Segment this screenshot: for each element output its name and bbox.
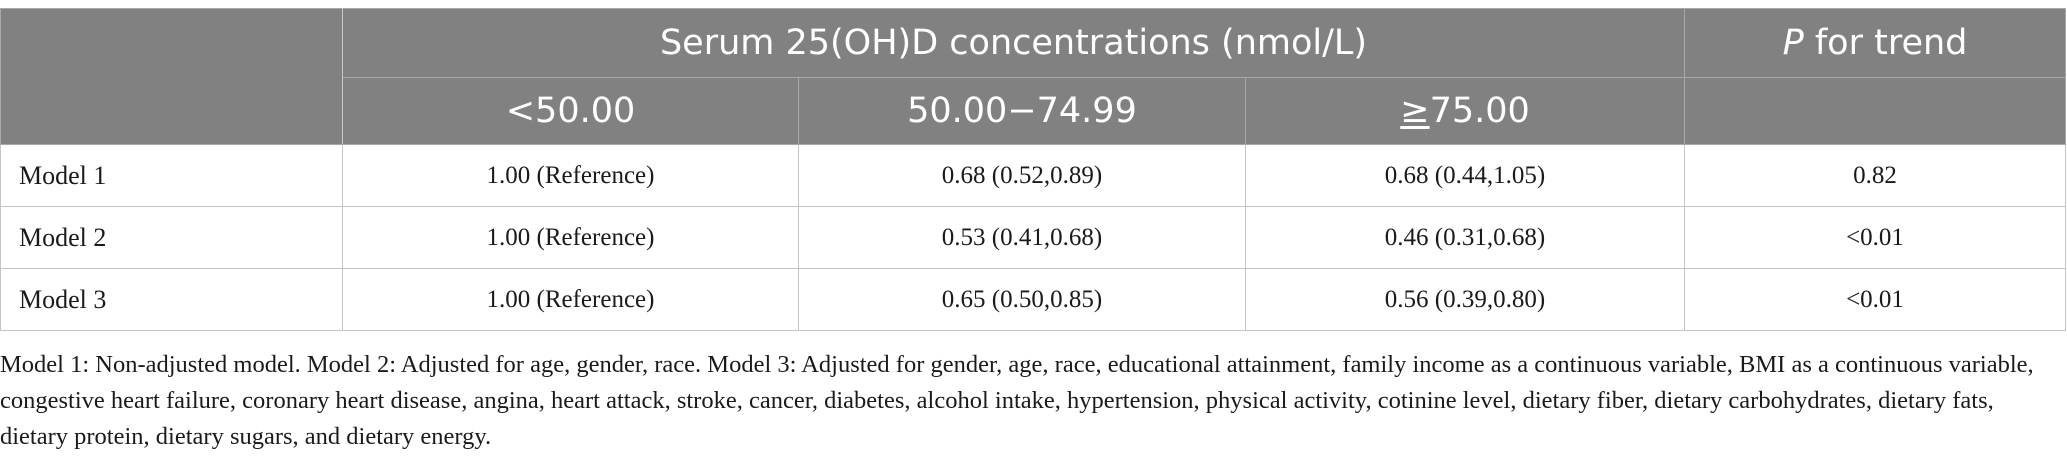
header-col-50-75-label: 50.00−74.99 [907,91,1137,131]
row-label: Model 1 [0,144,343,207]
header-row-1: Serum 25(OH)D concentrations (nmol/L) P … [0,8,2067,145]
header-col-lt50: <50.00 [342,77,799,145]
cell-p-trend: <0.01 [1684,268,2067,331]
header-col-ge75-value: 75.00 [1429,91,1530,131]
table-body: Model 1 1.00 (Reference) 0.68 (0.52,0.89… [0,144,2067,331]
header-group-label: Serum 25(OH)D concentrations (nmol/L) [659,23,1368,63]
header-row-2: <50.00 50.00−74.99 ≥75.00 [1,77,2067,145]
header-col-50-75: 50.00−74.99 [798,77,1246,145]
cell-50-75: 0.53 (0.41,0.68) [798,206,1246,269]
header-p-trend-spacer [1684,77,2067,145]
row-label: Model 3 [0,268,343,331]
cell-ge75: 0.56 (0.39,0.80) [1244,268,1686,331]
cell-p-trend: 0.82 [1684,144,2067,207]
results-table: Serum 25(OH)D concentrations (nmol/L) P … [0,8,2067,331]
header-col-lt50-label: <50.00 [505,91,636,131]
header-col-ge75-symbol: ≥ [1400,91,1430,131]
header-p-rest: for trend [1803,23,1968,63]
header-empty-cell [0,8,343,145]
cell-50-75: 0.68 (0.52,0.89) [798,144,1246,207]
table-row: Model 3 1.00 (Reference) 0.65 (0.50,0.85… [0,268,2067,331]
header-p-trend: P for trend [1684,8,2067,78]
table-row: Model 2 1.00 (Reference) 0.53 (0.41,0.68… [0,206,2067,269]
table-header: Serum 25(OH)D concentrations (nmol/L) P … [0,8,2067,145]
cell-ge75: 0.46 (0.31,0.68) [1244,206,1686,269]
row-label: Model 2 [0,206,343,269]
cell-lt50: 1.00 (Reference) [342,144,799,207]
cell-ge75: 0.68 (0.44,1.05) [1244,144,1686,207]
table-footnote: Model 1: Non-adjusted model. Model 2: Ad… [0,351,2034,450]
results-table-container: Serum 25(OH)D concentrations (nmol/L) P … [0,8,2067,331]
cell-lt50: 1.00 (Reference) [342,206,799,269]
cell-lt50: 1.00 (Reference) [342,268,799,331]
table-row: Model 1 1.00 (Reference) 0.68 (0.52,0.89… [0,144,2067,207]
cell-50-75: 0.65 (0.50,0.85) [798,268,1246,331]
header-p-italic: P [1782,23,1804,63]
header-col-ge75: ≥75.00 [1244,77,1686,145]
cell-p-trend: <0.01 [1684,206,2067,269]
header-group-serum: Serum 25(OH)D concentrations (nmol/L) [341,8,1686,78]
